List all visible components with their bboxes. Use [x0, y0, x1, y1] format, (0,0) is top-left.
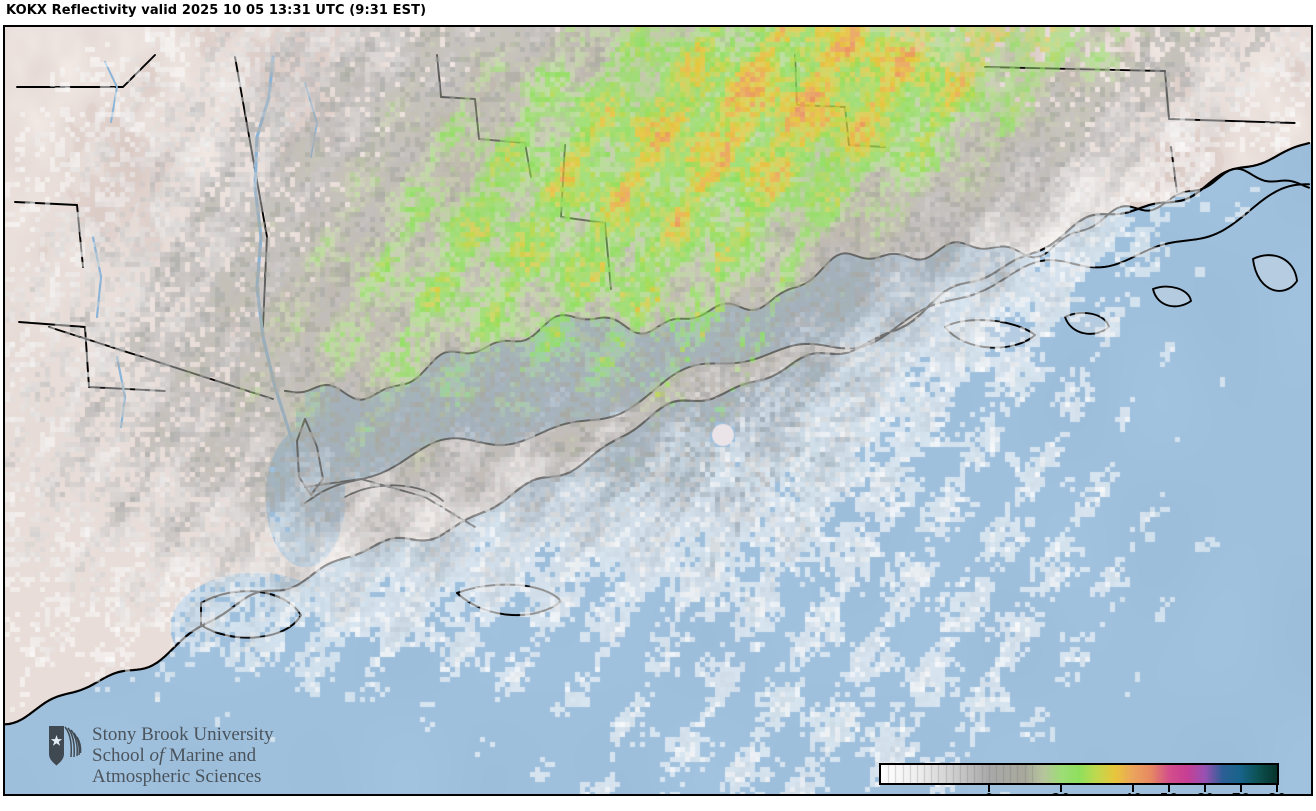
colorbar-tick [1240, 785, 1242, 792]
colorbar-tick [1168, 785, 1170, 792]
colorbar-ticks [879, 785, 1279, 793]
colorbar-tick-labels: 0 20 40 50 60 70 80 [879, 790, 1286, 794]
colorbar-tick-label: 80 [1267, 790, 1286, 794]
colorbar-tick-label: 50 [1159, 790, 1178, 794]
colorbar-tick [1276, 785, 1278, 792]
colorbar-tick-label: 40 [1123, 790, 1142, 794]
colorbar-tick-label: 0 [984, 790, 994, 794]
page-title: KOKX Reflectivity valid 2025 10 05 13:31… [6, 3, 427, 18]
colorbar-tick-label: 70 [1231, 790, 1250, 794]
colorbar-tick [1132, 785, 1134, 792]
radar-reflectivity-layer [5, 27, 1311, 794]
colorbar-tick-label: 20 [1051, 790, 1070, 794]
colorbar-gradient [881, 765, 1277, 783]
colorbar-tick-label: 60 [1195, 790, 1214, 794]
map-frame: Stony Brook University School of Marine … [3, 25, 1313, 796]
map-canvas-container [5, 27, 1311, 794]
colorbar [879, 763, 1279, 785]
colorbar-tick [988, 785, 990, 792]
colorbar-tick [1204, 785, 1206, 792]
colorbar-tick [1060, 785, 1062, 792]
